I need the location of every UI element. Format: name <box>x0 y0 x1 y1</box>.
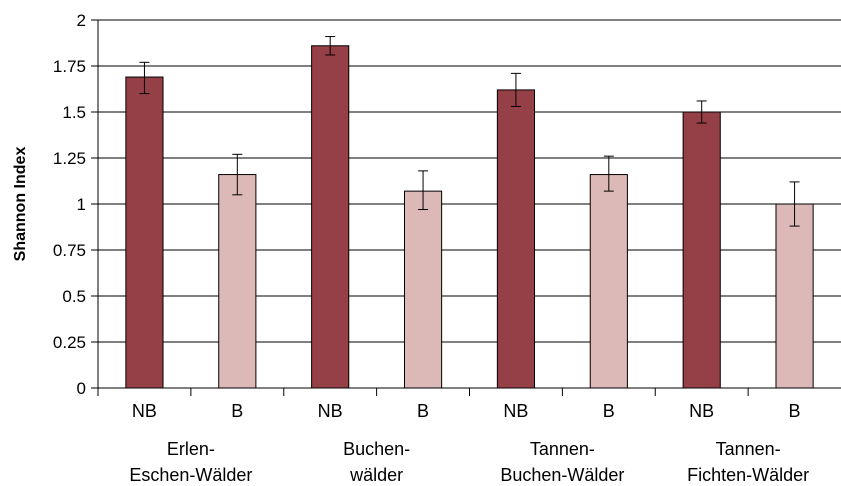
y-tick-label: 0.25 <box>53 333 86 352</box>
bar <box>311 45 350 389</box>
bar-label: B <box>603 401 615 421</box>
group-label: Fichten-Wälder <box>687 465 809 485</box>
y-axis-title: Shannon Index <box>12 147 29 262</box>
group-label: wälder <box>349 465 403 485</box>
bar-label: NB <box>132 401 157 421</box>
bar-label: B <box>231 401 243 421</box>
axes <box>91 19 841 396</box>
y-tick-label: 1.75 <box>53 57 86 76</box>
group-label: Buchen-Wälder <box>500 465 624 485</box>
bar <box>496 89 536 389</box>
bar <box>589 174 628 389</box>
bar <box>218 174 257 389</box>
group-label: Eschen-Wälder <box>129 465 252 485</box>
group-label: Erlen- <box>167 439 215 459</box>
labels: 0 0.25 0.5 0.75 1 1.25 1.5 1.75 2 NB B Erlen- Eschen… <box>53 11 809 485</box>
bar <box>775 203 814 389</box>
bar <box>403 190 443 389</box>
bar-label: B <box>789 401 801 421</box>
bars <box>125 36 814 389</box>
group-label: Buchen- <box>343 439 410 459</box>
bar-label: NB <box>318 401 343 421</box>
y-tick-label: 1.5 <box>62 103 86 122</box>
group-label: Tannen- <box>716 439 781 459</box>
y-tick-label: 0.5 <box>62 287 86 306</box>
bar-label: NB <box>689 401 714 421</box>
bar-label: B <box>417 401 429 421</box>
y-tick-label: 2 <box>77 11 86 30</box>
group-label: Tannen- <box>530 439 595 459</box>
gridlines <box>98 19 841 343</box>
y-tick-label: 0.75 <box>53 241 86 260</box>
bar <box>125 76 164 389</box>
y-tick-label: 0 <box>77 379 86 398</box>
y-tick-label: 1 <box>77 195 86 214</box>
bar-label: NB <box>503 401 528 421</box>
y-tick-label: 1.25 <box>53 149 86 168</box>
bar <box>682 111 721 389</box>
